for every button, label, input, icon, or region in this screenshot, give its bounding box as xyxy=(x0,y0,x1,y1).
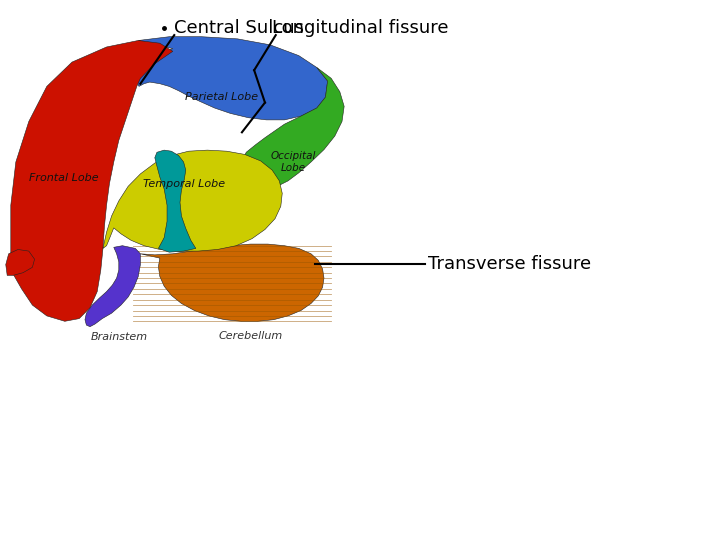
Text: Frontal Lobe: Frontal Lobe xyxy=(29,173,98,183)
Text: Temporal Lobe: Temporal Lobe xyxy=(143,179,225,188)
Polygon shape xyxy=(155,150,196,252)
Text: Longitudinal fissure: Longitudinal fissure xyxy=(272,19,449,37)
Polygon shape xyxy=(135,37,328,120)
Polygon shape xyxy=(241,68,344,189)
Polygon shape xyxy=(140,244,324,321)
Polygon shape xyxy=(103,150,282,251)
Polygon shape xyxy=(6,249,35,275)
Text: Occipital
Lobe: Occipital Lobe xyxy=(271,151,317,173)
Text: Brainstem: Brainstem xyxy=(90,333,148,342)
Text: Cerebellum: Cerebellum xyxy=(218,331,283,341)
Text: Central Sulcus: Central Sulcus xyxy=(174,19,305,37)
Polygon shape xyxy=(85,246,140,327)
Polygon shape xyxy=(11,40,173,321)
Text: Parietal Lobe: Parietal Lobe xyxy=(185,92,258,102)
Text: Transverse fissure: Transverse fissure xyxy=(428,254,592,273)
